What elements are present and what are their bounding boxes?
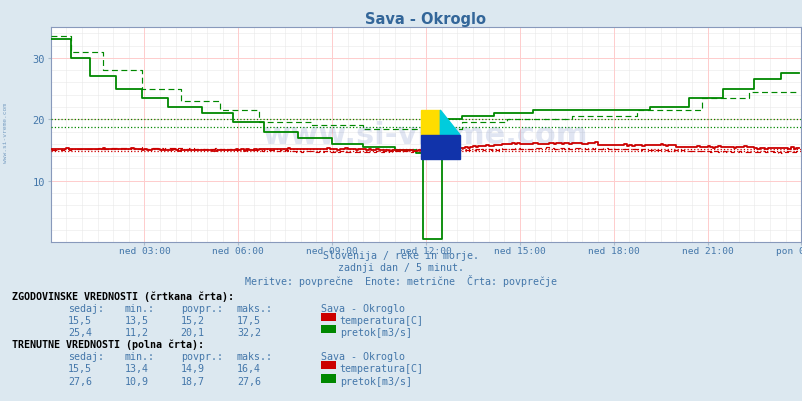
Title: Sava - Okroglo: Sava - Okroglo	[365, 12, 486, 27]
Text: 15,5: 15,5	[68, 363, 92, 373]
Text: sedaj:: sedaj:	[68, 303, 104, 313]
Text: min.:: min.:	[124, 303, 154, 313]
Text: povpr.:: povpr.:	[180, 303, 222, 313]
Text: Slovenija / reke in morje.: Slovenija / reke in morje.	[323, 251, 479, 261]
Text: 25,4: 25,4	[68, 327, 92, 337]
Text: maks.:: maks.:	[237, 303, 273, 313]
Text: TRENUTNE VREDNOSTI (polna črta):: TRENUTNE VREDNOSTI (polna črta):	[12, 339, 204, 349]
Bar	[420, 136, 460, 160]
Text: 13,5: 13,5	[124, 315, 148, 325]
Text: www.si-vreme.com: www.si-vreme.com	[3, 102, 8, 162]
Text: 32,2: 32,2	[237, 327, 261, 337]
Text: 20,1: 20,1	[180, 327, 205, 337]
Text: sedaj:: sedaj:	[68, 351, 104, 361]
Text: 27,6: 27,6	[68, 376, 92, 386]
Text: 14,9: 14,9	[180, 363, 205, 373]
Text: 10,9: 10,9	[124, 376, 148, 386]
Text: 18,7: 18,7	[180, 376, 205, 386]
Text: min.:: min.:	[124, 351, 154, 361]
Text: www.si-vreme.com: www.si-vreme.com	[263, 121, 588, 150]
Text: zadnji dan / 5 minut.: zadnji dan / 5 minut.	[338, 263, 464, 273]
Text: 13,4: 13,4	[124, 363, 148, 373]
Text: temperatura[C]: temperatura[C]	[339, 315, 423, 325]
Text: maks.:: maks.:	[237, 351, 273, 361]
Text: Sava - Okroglo: Sava - Okroglo	[321, 351, 405, 361]
Text: 17,5: 17,5	[237, 315, 261, 325]
Text: temperatura[C]: temperatura[C]	[339, 363, 423, 373]
Text: pretok[m3/s]: pretok[m3/s]	[339, 376, 411, 386]
Bar	[420, 111, 439, 136]
Text: 15,5: 15,5	[68, 315, 92, 325]
Text: pretok[m3/s]: pretok[m3/s]	[339, 327, 411, 337]
Text: ZGODOVINSKE VREDNOSTI (črtkana črta):: ZGODOVINSKE VREDNOSTI (črtkana črta):	[12, 291, 233, 301]
Text: 16,4: 16,4	[237, 363, 261, 373]
Text: 27,6: 27,6	[237, 376, 261, 386]
Text: Meritve: povprečne  Enote: metrične  Črta: povprečje: Meritve: povprečne Enote: metrične Črta:…	[245, 275, 557, 287]
Text: 15,2: 15,2	[180, 315, 205, 325]
Polygon shape	[439, 111, 460, 136]
Text: povpr.:: povpr.:	[180, 351, 222, 361]
Text: 11,2: 11,2	[124, 327, 148, 337]
Text: Sava - Okroglo: Sava - Okroglo	[321, 303, 405, 313]
